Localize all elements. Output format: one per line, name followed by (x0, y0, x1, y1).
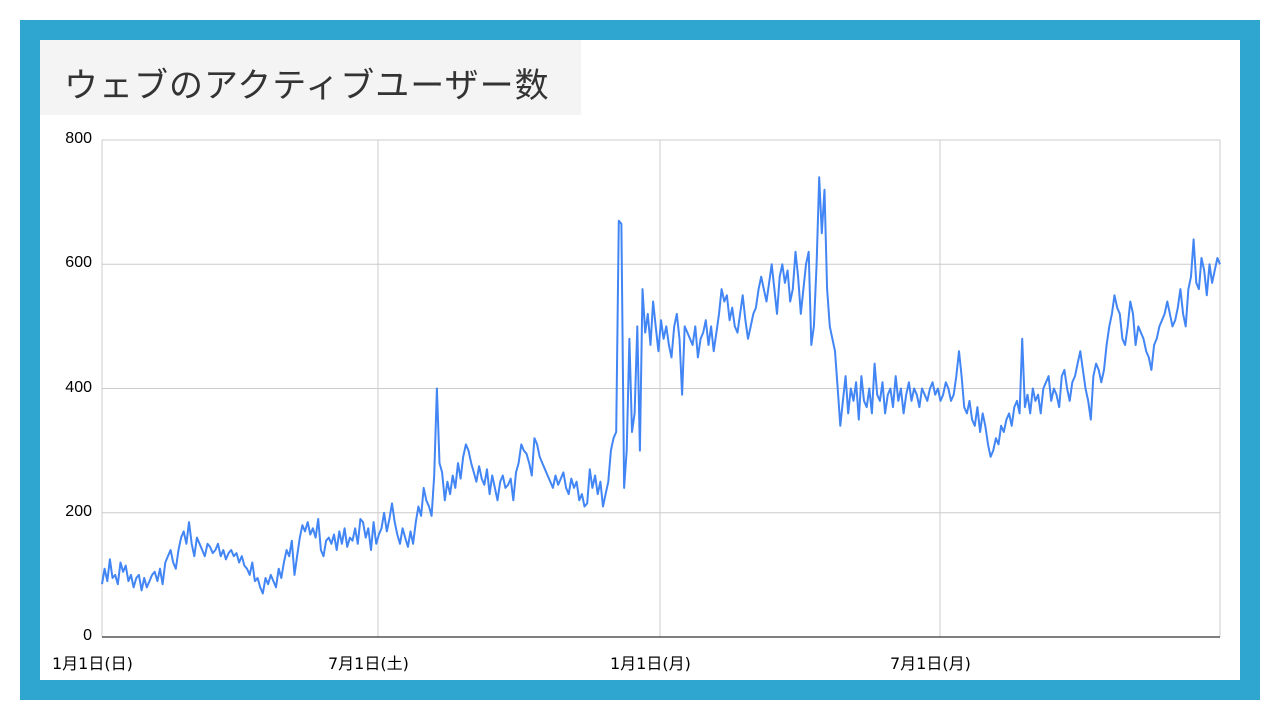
gridlines (101, 139, 1221, 637)
x-tick-label: 1月1日(日) (52, 654, 133, 673)
active-users-line (101, 176, 1221, 595)
x-tick-label: 7月1日(土) (328, 654, 409, 673)
chart-panel (40, 40, 1240, 680)
chart-title: ウェブのアクティブユーザー数 (64, 66, 550, 106)
x-tick-label: 1月1日(月) (610, 654, 691, 673)
x-tick-label: 7月1日(月) (890, 654, 971, 673)
y-tick-label: 600 (65, 254, 92, 272)
y-tick-label: 0 (83, 627, 92, 644)
title-box (40, 40, 581, 115)
y-tick-label: 200 (65, 502, 92, 520)
y-tick-label: 400 (65, 378, 92, 396)
y-tick-label: 800 (65, 130, 92, 147)
